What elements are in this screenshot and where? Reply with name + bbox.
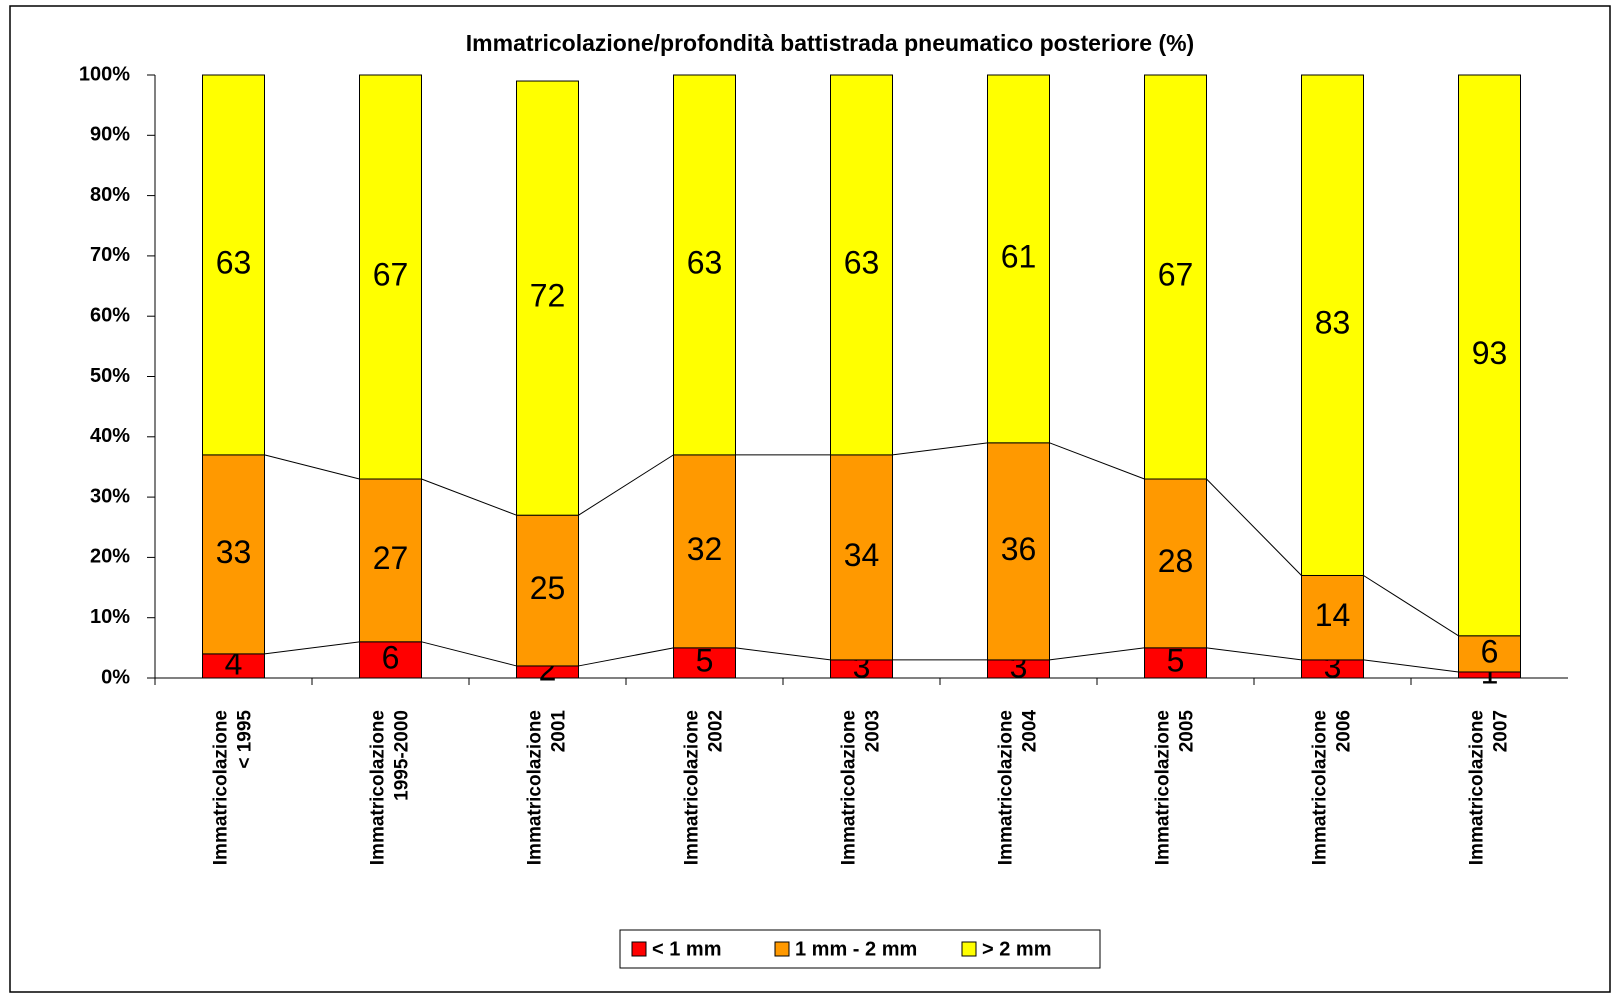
data-label: 63	[687, 244, 723, 280]
data-label: 61	[1001, 238, 1037, 274]
series-line	[1206, 647, 1302, 661]
bar-segment	[1301, 574, 1364, 661]
bar-segment	[1458, 74, 1521, 637]
x-tick-label: Immatricolazione	[525, 710, 546, 865]
legend-label: < 1 mm	[652, 938, 721, 960]
bar-segment	[987, 74, 1050, 444]
legend-swatch	[961, 941, 977, 957]
x-tick-label: 2007	[1491, 710, 1512, 752]
bar-segment	[516, 80, 579, 516]
x-tick-label: 1995-2000	[392, 710, 413, 801]
bar-segment	[987, 442, 1050, 661]
bar-segment	[202, 653, 265, 679]
data-label: 28	[1158, 543, 1194, 579]
series-line	[421, 478, 517, 516]
bar-segment	[202, 454, 265, 655]
data-label: 5	[696, 642, 714, 678]
series-line	[735, 647, 831, 661]
series-line	[1206, 478, 1302, 576]
y-tick-label: 100%	[79, 63, 130, 85]
data-label: 5	[1167, 642, 1185, 678]
y-tick-label: 70%	[90, 244, 130, 266]
series-line	[1363, 575, 1459, 637]
data-label: 27	[373, 540, 409, 576]
bar-segment	[516, 514, 579, 667]
bar-segment	[830, 74, 893, 456]
y-tick-label: 40%	[90, 425, 130, 447]
data-label: 14	[1315, 597, 1351, 633]
series-line	[1049, 442, 1145, 480]
series-line	[578, 647, 674, 667]
data-label: 4	[225, 645, 243, 681]
x-tick-label: 2003	[863, 710, 884, 752]
bar-segment	[359, 74, 422, 480]
x-tick-label: Immatricolazione	[1467, 710, 1488, 865]
data-label: 63	[216, 244, 252, 280]
series-line	[1049, 647, 1145, 661]
series-line	[264, 454, 360, 480]
series-line	[264, 641, 360, 655]
bar-segment	[1144, 647, 1207, 679]
data-label: 6	[1481, 633, 1499, 669]
x-tick-label: 2005	[1177, 710, 1198, 753]
y-tick-label: 80%	[90, 184, 130, 206]
bar-segment	[1144, 74, 1207, 480]
series-line	[1363, 659, 1459, 673]
legend-swatch	[774, 941, 790, 957]
y-tick-label: 50%	[90, 365, 130, 387]
x-tick-label: Immatricolazione	[211, 710, 232, 865]
bar-segment	[673, 74, 736, 456]
x-tick-label: 2001	[549, 710, 570, 753]
bar-segment	[830, 454, 893, 661]
bar-segment	[202, 74, 265, 456]
legend-label: 1 mm - 2 mm	[795, 938, 917, 960]
x-tick-label: < 1995	[235, 710, 256, 769]
series-line	[421, 641, 517, 667]
bar-segment	[1144, 478, 1207, 649]
chart-title: Immatricolazione/profondità battistrada …	[466, 30, 1194, 56]
series-line	[578, 454, 674, 516]
data-label: 6	[382, 639, 400, 675]
data-label: 67	[1158, 256, 1194, 292]
x-tick-label: Immatricolazione	[1153, 710, 1174, 865]
bar-segment	[1458, 635, 1521, 673]
bar-segment	[359, 478, 422, 643]
data-label: 63	[844, 244, 880, 280]
series-line	[892, 442, 988, 456]
y-tick-label: 10%	[90, 606, 130, 628]
x-tick-label: 2002	[706, 710, 727, 752]
legend-swatch	[631, 941, 647, 957]
x-tick-label: 2006	[1334, 710, 1355, 752]
data-label: 33	[216, 534, 252, 570]
data-label: 72	[530, 278, 566, 314]
y-tick-label: 0%	[101, 666, 130, 688]
x-tick-label: Immatricolazione	[1310, 710, 1331, 865]
y-tick-label: 20%	[90, 546, 130, 568]
x-tick-label: Immatricolazione	[839, 710, 860, 865]
bar-segment	[673, 647, 736, 679]
x-tick-label: Immatricolazione	[682, 710, 703, 865]
data-label: 83	[1315, 305, 1351, 341]
bar-segment	[673, 454, 736, 649]
y-tick-label: 60%	[90, 304, 130, 326]
data-label: 36	[1001, 531, 1037, 567]
x-tick-label: Immatricolazione	[368, 710, 389, 865]
y-tick-label: 30%	[90, 485, 130, 507]
legend-box	[619, 929, 1101, 969]
legend-label: > 2 mm	[982, 938, 1051, 960]
x-tick-label: 2004	[1020, 710, 1041, 753]
y-tick-label: 90%	[90, 124, 130, 146]
data-label: 93	[1472, 335, 1508, 371]
x-tick-label: Immatricolazione	[996, 710, 1017, 865]
data-label: 32	[687, 531, 723, 567]
data-label: 25	[530, 570, 566, 606]
data-label: 34	[844, 537, 880, 573]
bar-segment	[1301, 74, 1364, 576]
data-label: 67	[373, 256, 409, 292]
